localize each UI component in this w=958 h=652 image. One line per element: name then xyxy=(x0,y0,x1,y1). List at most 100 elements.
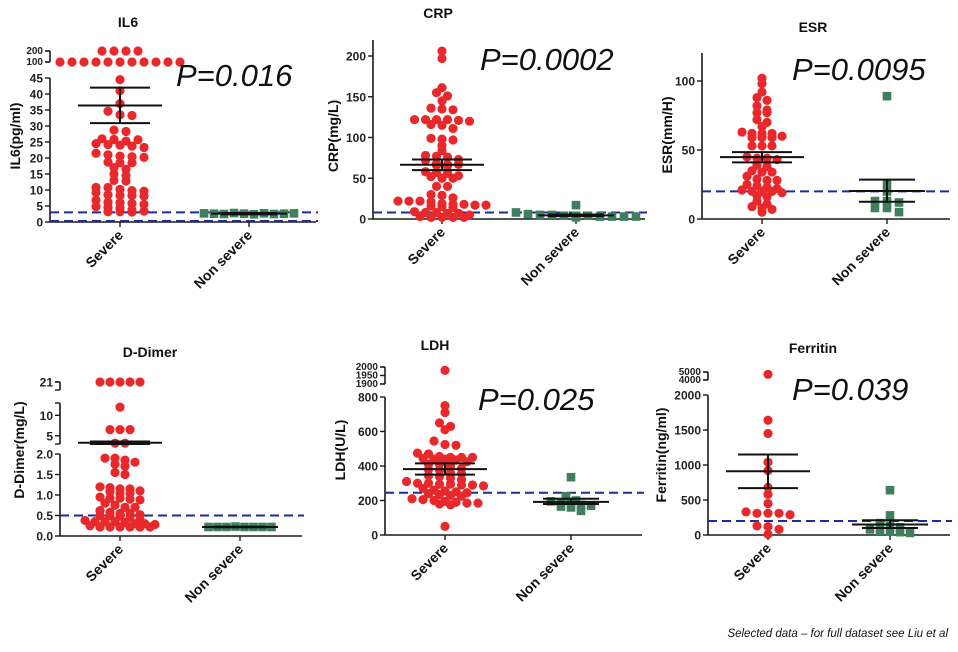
y-tick-label: 150 xyxy=(346,90,366,104)
data-point xyxy=(459,199,469,209)
y-tick-label: 20 xyxy=(30,152,44,166)
data-point xyxy=(103,106,113,116)
data-point xyxy=(135,377,145,387)
y-tick-label: 0 xyxy=(36,216,43,230)
y-tick-label: 100 xyxy=(26,57,43,68)
data-point xyxy=(752,115,762,125)
data-point xyxy=(121,46,131,56)
x-tick-label: Non severe xyxy=(828,224,893,289)
data-point xyxy=(91,195,101,205)
data-point xyxy=(556,502,566,511)
data-point xyxy=(79,57,89,67)
y-tick-label: 1.5 xyxy=(36,468,53,482)
data-point xyxy=(100,453,110,463)
y-tick-label: 35 xyxy=(30,104,44,118)
series-non-severe xyxy=(511,200,641,222)
data-point xyxy=(95,510,105,521)
p-value-annotation: P=0.039 xyxy=(792,372,908,407)
data-point xyxy=(757,141,767,151)
data-point xyxy=(110,500,120,510)
y-axis-label: IL6(pg/ml) xyxy=(7,103,23,170)
data-point xyxy=(440,439,450,450)
data-point xyxy=(127,207,137,217)
data-point xyxy=(757,121,767,132)
data-point xyxy=(426,133,436,143)
data-point xyxy=(767,132,777,143)
data-point xyxy=(767,167,777,177)
data-point xyxy=(125,377,135,387)
data-point xyxy=(571,496,581,505)
data-point xyxy=(105,425,115,435)
y-tick-label: 5000 xyxy=(679,367,702,378)
data-point xyxy=(875,518,885,528)
data-point xyxy=(429,436,439,446)
data-point xyxy=(882,91,892,101)
series-non-severe xyxy=(533,472,609,516)
chart-title: Ferritin xyxy=(789,340,837,356)
chart-panel-ferritin: Ferritin Ferritin(ng/ml) 0 500 1000 1500 2000 4… xyxy=(653,340,952,604)
data-point xyxy=(110,467,120,478)
data-point xyxy=(105,487,115,497)
data-point xyxy=(619,212,629,221)
data-point xyxy=(103,57,113,67)
data-point xyxy=(105,377,115,387)
y-tick-label: 2.0 xyxy=(36,448,53,462)
y-tick-label: 800 xyxy=(358,391,378,405)
data-point xyxy=(561,491,571,501)
data-point xyxy=(757,207,767,217)
chart-title: CRP xyxy=(423,5,453,21)
data-point xyxy=(120,469,130,480)
y-tick-label: 400 xyxy=(358,460,378,474)
data-point xyxy=(105,510,115,521)
data-point xyxy=(752,153,762,163)
data-point xyxy=(763,415,773,425)
data-point xyxy=(151,57,161,67)
y-tick-label: 200 xyxy=(346,50,366,64)
data-point xyxy=(103,150,113,160)
data-point xyxy=(415,196,425,206)
x-tick-label: Severe xyxy=(724,224,768,268)
x-tick-label: Severe xyxy=(82,541,126,585)
data-point xyxy=(445,479,456,489)
data-point xyxy=(511,208,521,217)
data-point xyxy=(885,527,895,536)
data-point xyxy=(470,200,480,210)
data-point xyxy=(442,114,453,125)
data-point xyxy=(95,522,105,532)
y-tick-label: 40 xyxy=(30,88,44,102)
data-point xyxy=(109,125,119,135)
series-severe xyxy=(401,365,489,531)
data-point xyxy=(127,110,137,121)
data-point xyxy=(456,491,467,501)
chart-title: D-Dimer xyxy=(123,344,178,360)
data-point xyxy=(767,204,777,214)
data-point xyxy=(120,461,130,471)
data-point xyxy=(448,135,458,145)
series-non-severe xyxy=(199,208,299,219)
chart-panel-esr: ESR ESR(mm/H) 0 50 100 Severe Non severe P=0.00… xyxy=(659,19,952,288)
data-point xyxy=(110,459,120,469)
chart-title: ESR xyxy=(799,19,828,35)
series-severe xyxy=(78,377,162,532)
data-point xyxy=(448,193,458,203)
data-point xyxy=(576,506,586,516)
y-tick-label: 600 xyxy=(358,425,378,439)
data-point xyxy=(762,192,772,202)
y-tick-label: 0 xyxy=(688,213,695,227)
y-tick-label: 50 xyxy=(682,144,696,158)
data-point xyxy=(407,494,417,504)
data-point xyxy=(774,508,784,518)
data-point xyxy=(100,498,110,508)
y-tick-label: 1.0 xyxy=(36,489,53,503)
data-point xyxy=(459,212,469,222)
series-severe xyxy=(726,369,810,539)
data-point xyxy=(127,57,137,67)
data-point xyxy=(752,508,762,518)
data-point xyxy=(115,425,125,435)
data-point xyxy=(747,132,757,143)
data-point xyxy=(467,480,478,490)
data-point xyxy=(763,508,773,518)
chart-title: LDH xyxy=(421,337,450,353)
y-tick-label: 10 xyxy=(40,409,54,423)
series-non-severe xyxy=(202,522,278,532)
